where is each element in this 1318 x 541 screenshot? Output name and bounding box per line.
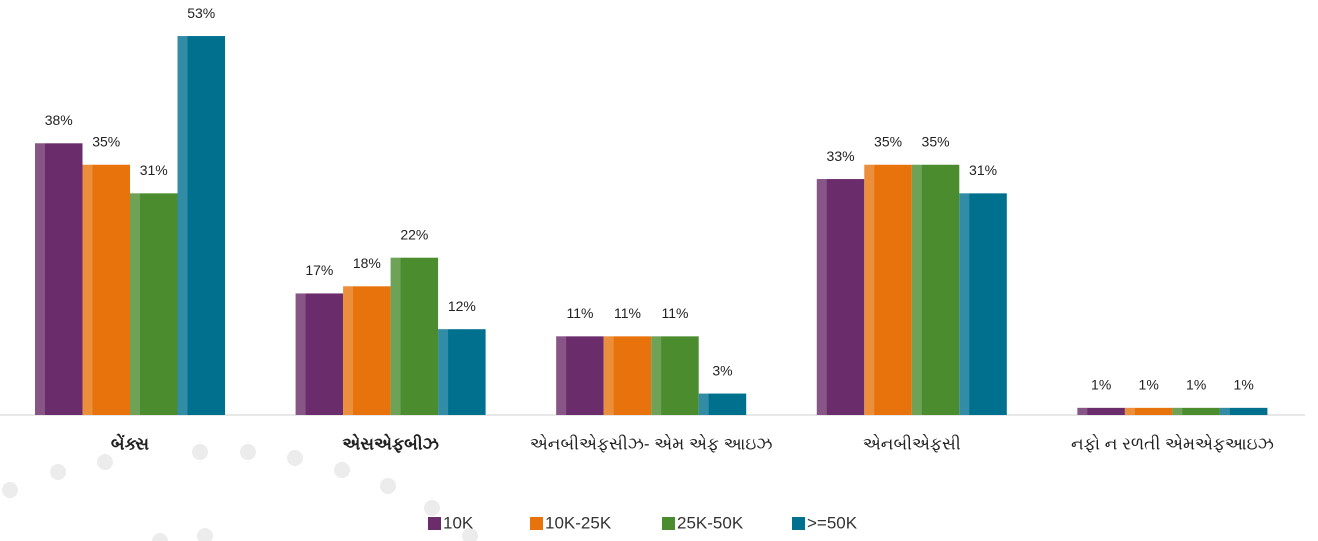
legend-swatch [662, 517, 675, 530]
bar [130, 193, 178, 415]
bar [390, 257, 439, 415]
bar-highlight [390, 257, 401, 415]
data-label: 18% [353, 255, 381, 271]
legend-label: >=50K [807, 513, 858, 532]
legend-label: 25K-50K [677, 513, 744, 532]
bar-highlight [1124, 407, 1135, 415]
data-label: 11% [566, 305, 593, 321]
bar [1077, 407, 1125, 415]
data-label: 33% [827, 148, 855, 164]
legend-swatch [792, 517, 805, 530]
data-label: 11% [661, 305, 688, 321]
bar [1124, 407, 1173, 415]
data-label: 22% [400, 226, 428, 242]
bar-highlight [1219, 407, 1230, 415]
bar-highlight [816, 179, 827, 415]
bar [556, 336, 604, 415]
bar-highlight [603, 336, 614, 415]
legend-swatch [428, 517, 441, 530]
data-label: 1% [1186, 377, 1206, 393]
bar [1172, 407, 1220, 415]
bar [816, 179, 865, 415]
legend-label: 10K [443, 513, 474, 532]
bar [177, 36, 225, 416]
bar-highlight [438, 329, 449, 415]
bar [603, 336, 652, 415]
bar [698, 393, 747, 415]
data-label: 31% [969, 162, 997, 178]
data-label: 11% [614, 305, 641, 321]
decor-dots [2, 444, 478, 541]
x-tick-label: નફો ન રળતી એમએફઆઇઝ [1071, 433, 1274, 453]
data-label: 53% [187, 5, 215, 21]
data-label: 1% [1234, 377, 1254, 393]
legend-label: 10K-25K [545, 513, 612, 532]
bar [438, 329, 486, 415]
x-tick-label: એસએફબીઝ [342, 432, 439, 453]
bar [864, 164, 912, 415]
data-label: 38% [45, 112, 73, 128]
bar-highlight [343, 286, 354, 415]
data-label: 35% [92, 133, 120, 149]
data-label: 17% [305, 262, 333, 278]
bar-highlight [698, 393, 709, 415]
bar [35, 143, 83, 416]
data-label: 35% [874, 133, 902, 149]
bar-highlight [130, 193, 140, 415]
x-tick-label: એનબીએફસીઝ- એમ એફ આઇઝ [530, 433, 773, 453]
bar-highlight [864, 164, 875, 415]
bar-highlight [82, 164, 93, 415]
bar-highlight [295, 293, 306, 415]
bar-highlight [1077, 407, 1088, 415]
bar [295, 293, 344, 415]
bar [1219, 407, 1268, 415]
legend-swatch [530, 517, 543, 530]
data-label: 1% [1139, 377, 1159, 393]
data-label: 35% [922, 133, 950, 149]
bar-highlight [177, 36, 188, 416]
x-tick-label: બેંક્સ [111, 432, 149, 453]
bar-highlight [35, 143, 45, 416]
bar-highlight [651, 336, 662, 415]
bar-highlight [959, 193, 970, 415]
bar-highlight [556, 336, 567, 415]
x-tick-label: એનબીએફસી [863, 433, 961, 453]
data-label: 31% [140, 162, 168, 178]
bar [343, 286, 391, 415]
bar [651, 336, 699, 415]
bar [82, 164, 130, 415]
bar-highlight [1172, 407, 1183, 415]
data-label: 3% [712, 362, 732, 378]
bar [959, 193, 1007, 415]
bar-highlight [911, 164, 922, 415]
data-label: 1% [1091, 377, 1111, 393]
data-label: 12% [448, 298, 476, 314]
bar [911, 164, 960, 415]
